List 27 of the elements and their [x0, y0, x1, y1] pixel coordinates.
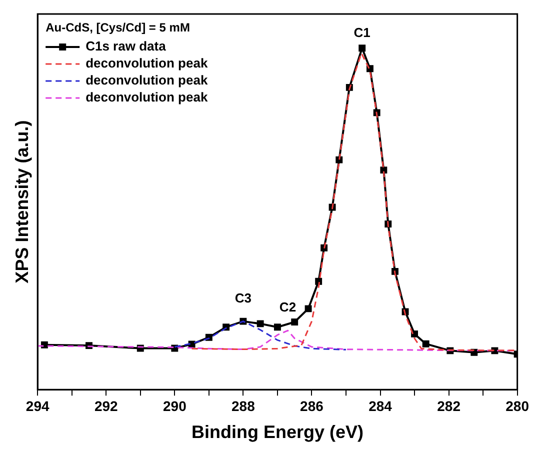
point — [188, 340, 196, 348]
point — [304, 305, 312, 312]
legend-label: deconvolution peak — [86, 56, 208, 71]
y-axis-title: XPS Intensity (a.u.) — [12, 120, 32, 284]
legend-title: Au-CdS, [Cys/Cd] = 5 mM — [46, 20, 190, 34]
x-tick-label: 286 — [300, 398, 324, 414]
point — [358, 44, 366, 52]
point — [422, 340, 430, 348]
x-axis-title: Binding Energy (eV) — [191, 422, 364, 442]
x-tick-label: 288 — [232, 398, 256, 414]
x-tick-label: 292 — [94, 398, 118, 414]
point — [274, 324, 281, 331]
x-tick-label: 284 — [368, 398, 392, 414]
x-tick-label: 294 — [26, 398, 50, 414]
annotation: C2 — [279, 300, 296, 315]
point — [380, 166, 388, 174]
point — [40, 341, 48, 348]
x-tick-label: 290 — [162, 398, 187, 414]
annotation: C3 — [234, 290, 252, 306]
legend-label: deconvolution peak — [86, 90, 208, 105]
point — [291, 318, 298, 326]
annotation: C1 — [354, 25, 370, 40]
legend-label: C1s raw data — [86, 38, 167, 54]
point — [256, 320, 264, 328]
x-tick-label: 280 — [506, 398, 530, 414]
x-tick-label: 282 — [437, 398, 461, 414]
legend-label: deconvolution peak — [86, 72, 208, 88]
